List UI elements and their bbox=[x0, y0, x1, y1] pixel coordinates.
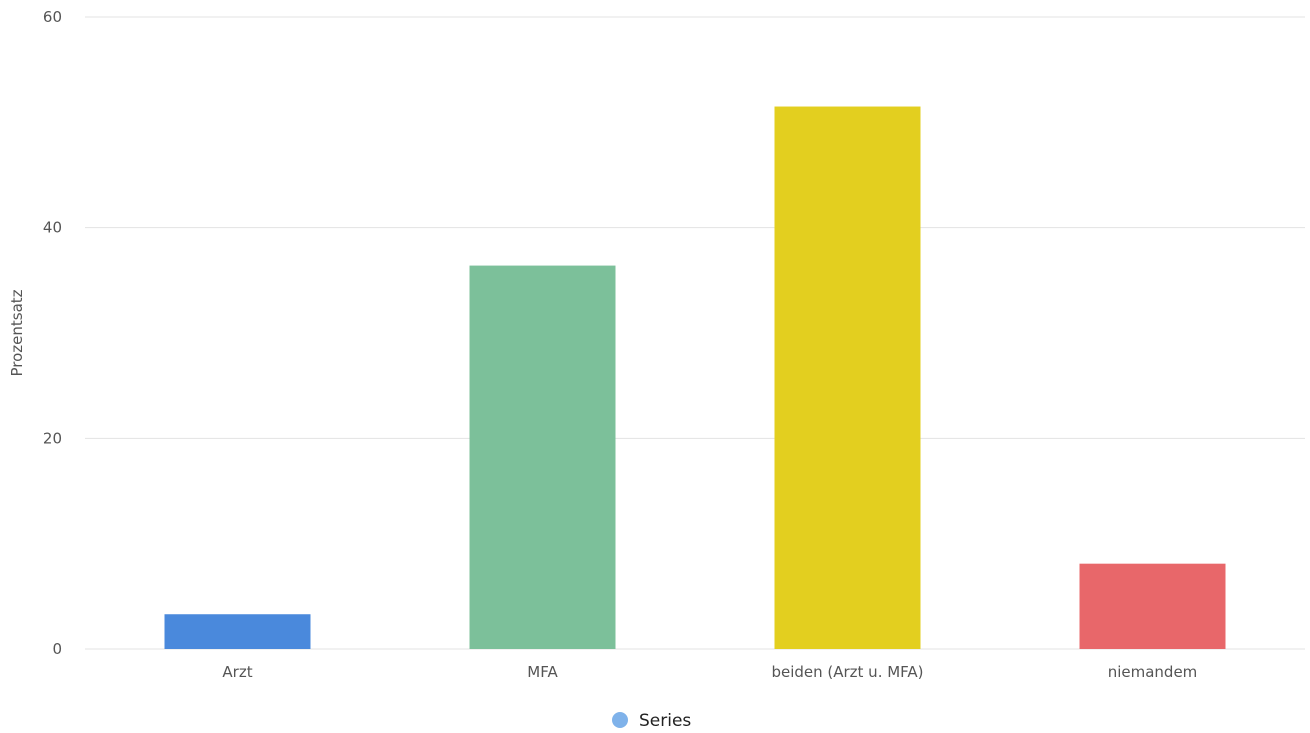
y-axis-ticks: 0 20 40 60 bbox=[43, 8, 62, 658]
bar-mfa[interactable] bbox=[469, 265, 616, 649]
gridlines bbox=[85, 16, 1305, 650]
x-tick-label: Arzt bbox=[222, 663, 252, 681]
y-tick-label: 20 bbox=[43, 429, 62, 447]
x-axis-ticks: Arzt MFA beiden (Arzt u. MFA) niemandem bbox=[222, 663, 1197, 681]
bar-beiden-arzt-u-mfa[interactable] bbox=[774, 106, 921, 650]
legend[interactable]: Series bbox=[612, 711, 691, 731]
bar-niemandem[interactable] bbox=[1079, 563, 1226, 649]
y-tick-label: 0 bbox=[52, 640, 62, 658]
x-tick-label: MFA bbox=[527, 663, 558, 681]
x-tick-label: beiden (Arzt u. MFA) bbox=[771, 663, 923, 681]
y-axis-title: Prozentsatz bbox=[8, 289, 26, 376]
bars bbox=[164, 106, 1226, 650]
bar-arzt[interactable] bbox=[164, 614, 311, 649]
y-tick-label: 40 bbox=[43, 219, 62, 237]
y-tick-label: 60 bbox=[43, 8, 62, 26]
legend-marker-icon[interactable] bbox=[612, 712, 628, 728]
x-tick-label: niemandem bbox=[1108, 663, 1198, 681]
legend-label[interactable]: Series bbox=[639, 711, 691, 731]
